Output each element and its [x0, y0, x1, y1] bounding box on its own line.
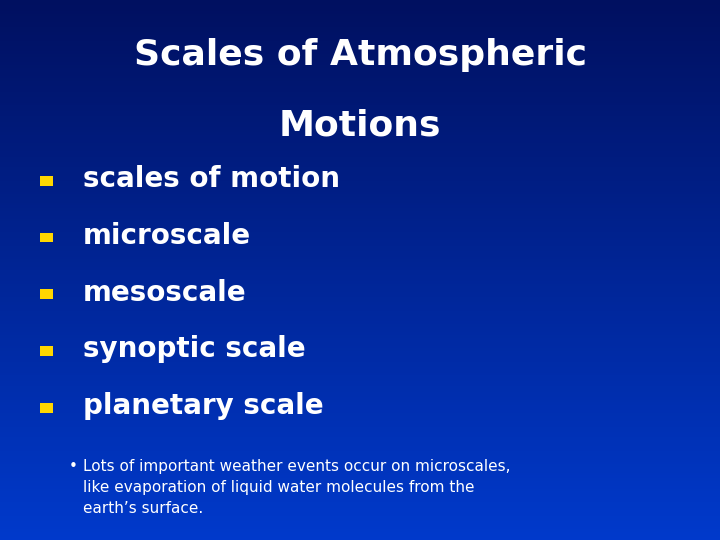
Text: synoptic scale: synoptic scale: [83, 335, 305, 363]
Text: Lots of important weather events occur on microscales,
like evaporation of liqui: Lots of important weather events occur o…: [83, 459, 510, 516]
Text: scales of motion: scales of motion: [83, 165, 340, 193]
FancyBboxPatch shape: [40, 403, 53, 413]
FancyBboxPatch shape: [40, 346, 53, 356]
Text: •: •: [68, 459, 77, 474]
FancyBboxPatch shape: [40, 289, 53, 299]
FancyBboxPatch shape: [40, 233, 53, 242]
Text: microscale: microscale: [83, 222, 251, 250]
Text: mesoscale: mesoscale: [83, 279, 246, 307]
Text: Motions: Motions: [279, 108, 441, 142]
FancyBboxPatch shape: [40, 176, 53, 186]
Text: planetary scale: planetary scale: [83, 392, 323, 420]
Text: Scales of Atmospheric: Scales of Atmospheric: [133, 38, 587, 72]
